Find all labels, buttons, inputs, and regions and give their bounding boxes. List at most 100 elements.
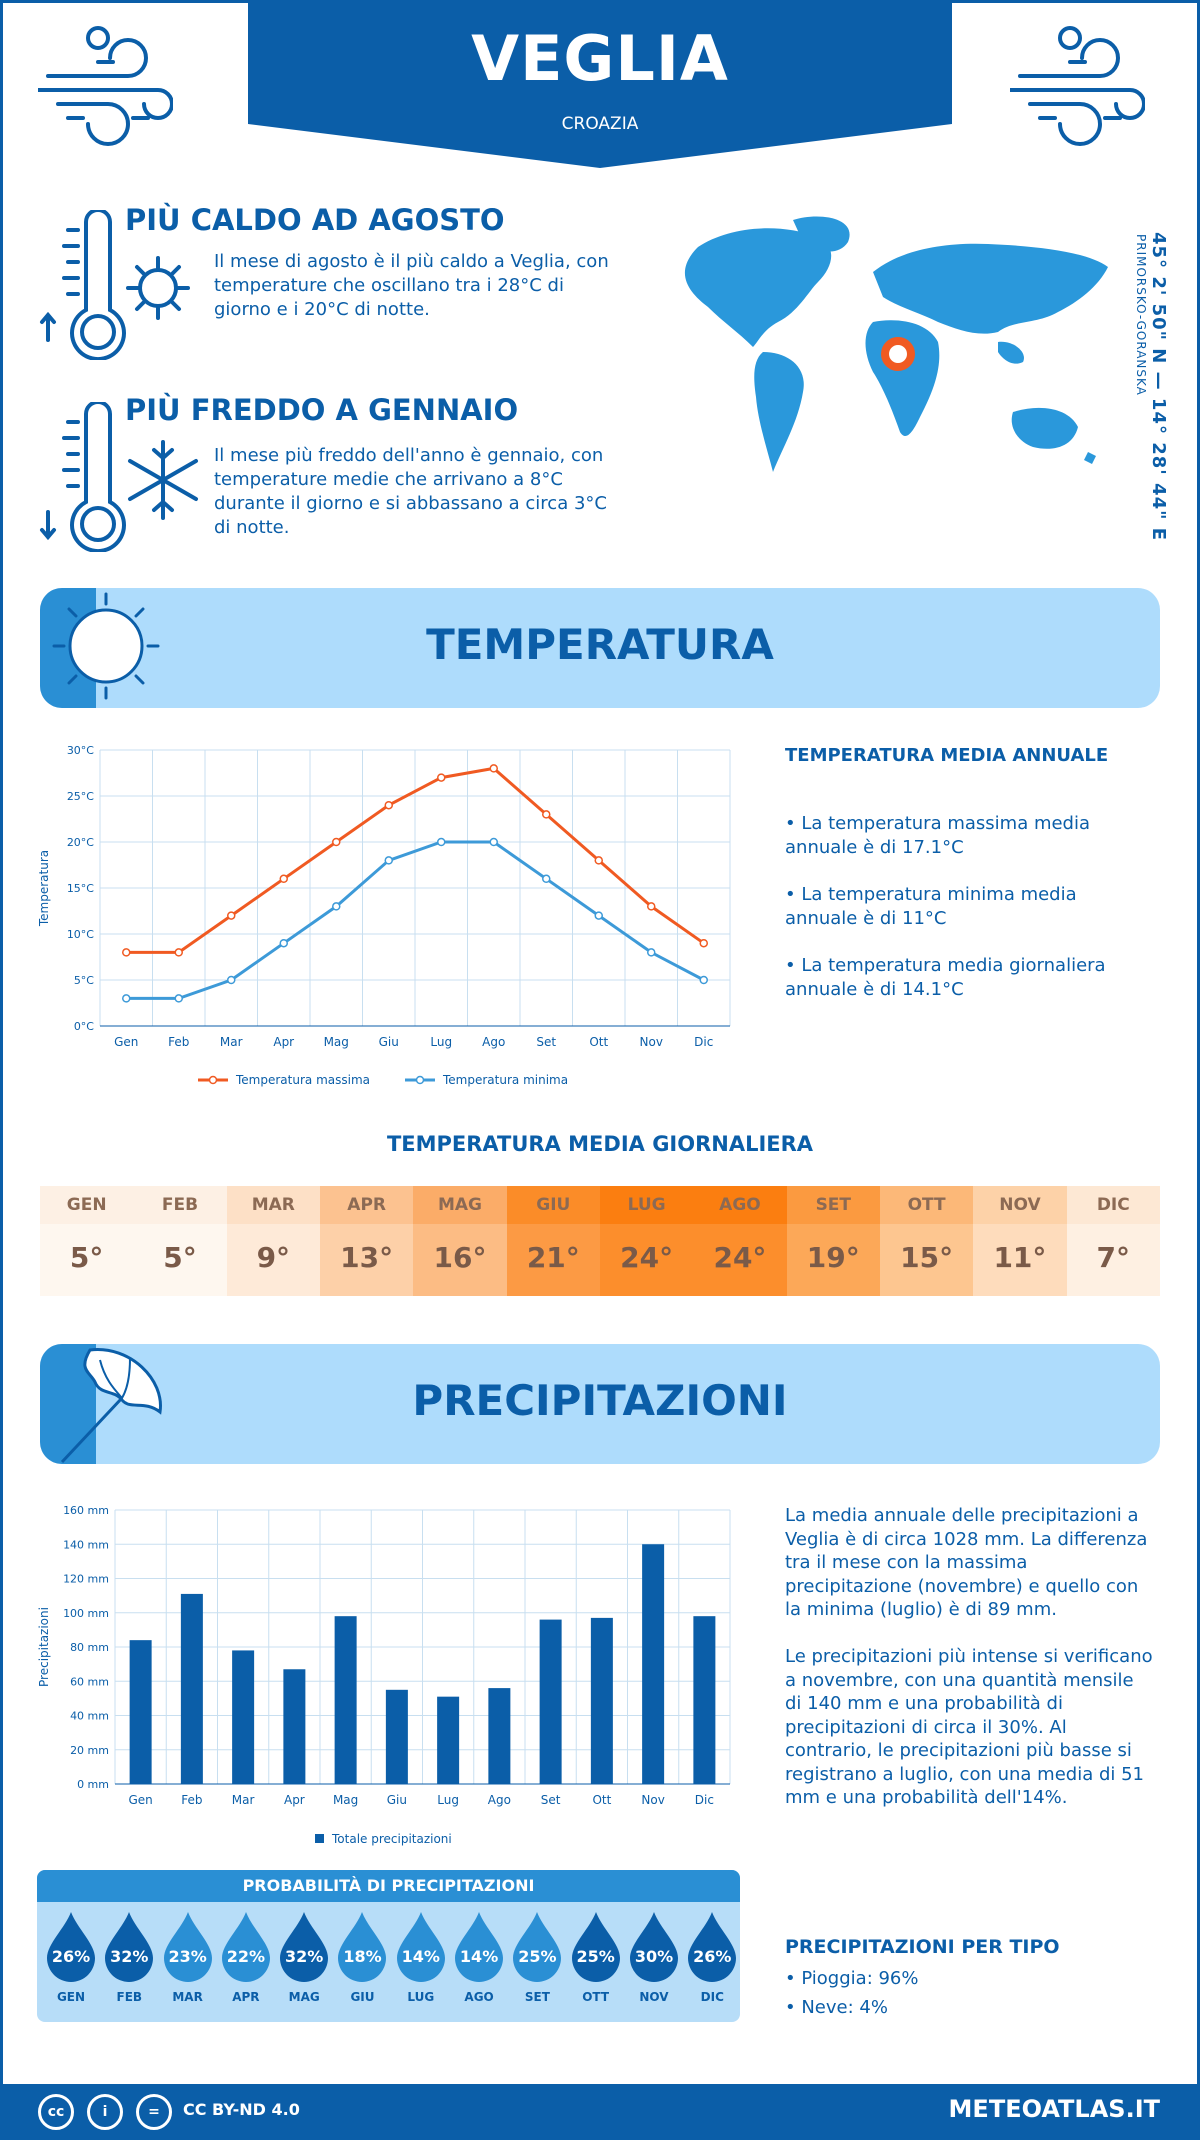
legend-label: Totale precipitazioni xyxy=(331,1832,452,1846)
annual-avg-bullet: • La temperatura media giornaliera annua… xyxy=(785,955,1106,1000)
daily-month-label: GIU xyxy=(506,1186,600,1224)
probability-month: GEN xyxy=(56,1990,86,2004)
probability-month: AGO xyxy=(464,1990,494,2004)
daily-temp-value: 5° xyxy=(133,1224,227,1296)
precip-details: Le precipitazioni più intense si verific… xyxy=(785,1646,1153,1808)
probability-month: FEB xyxy=(116,1990,143,2004)
x-tick-label: Nov xyxy=(641,1793,664,1807)
data-point xyxy=(227,911,236,920)
bar xyxy=(488,1688,511,1784)
y-tick-label: 0 mm xyxy=(77,1778,109,1791)
y-tick-label: 15°C xyxy=(67,882,94,895)
legend-label: Temperatura minima xyxy=(442,1073,568,1087)
probability-drop: 23% MAR xyxy=(158,1910,216,2020)
raindrop-icon xyxy=(629,1912,678,1982)
probability-value: 32% xyxy=(110,1947,149,1966)
probability-drop: 30% NOV xyxy=(624,1910,682,2020)
daily-temp-cell: APR 13° xyxy=(319,1186,414,1296)
probability-month: LUG xyxy=(407,1990,435,2004)
region-name: PRIMORSKO-GORANSKA xyxy=(1134,234,1148,396)
raindrop-icon xyxy=(47,1912,95,1982)
y-tick-label: 40 mm xyxy=(70,1710,109,1723)
annual-max-bullet: • La temperatura massima media annuale è… xyxy=(785,813,1091,858)
country-subtitle: CROAZIA xyxy=(561,114,639,134)
probability-value: 26% xyxy=(693,1947,732,1966)
x-tick-label: Feb xyxy=(168,1035,189,1049)
annual-min-bullet: • La temperatura minima media annuale è … xyxy=(785,884,1077,929)
site-link[interactable]: METEOATLAS.IT xyxy=(948,2095,1160,2123)
probability-month: MAR xyxy=(172,1990,203,2004)
probability-value: 30% xyxy=(634,1947,674,1966)
probability-drop: 32% FEB xyxy=(99,1910,157,2020)
precip-type-rain: • Pioggia: 96% xyxy=(785,1968,919,1989)
attribution-icon[interactable]: i xyxy=(87,2094,123,2130)
bar xyxy=(693,1616,716,1784)
probability-value: 14% xyxy=(401,1947,440,1966)
cc-license-icon[interactable]: cc xyxy=(38,2094,74,2130)
x-tick-label: Dic xyxy=(694,1035,713,1049)
probability-value: 32% xyxy=(285,1947,324,1966)
raindrop-icon xyxy=(338,1912,387,1982)
x-tick-label: Dic xyxy=(695,1793,714,1807)
precip-type-snow: • Neve: 4% xyxy=(785,1997,888,2018)
data-point xyxy=(542,810,551,819)
hottest-text: Il mese di agosto è il più caldo a Vegli… xyxy=(214,251,609,320)
data-point xyxy=(279,874,288,884)
x-tick-label: Ago xyxy=(488,1793,511,1807)
data-point xyxy=(174,948,183,957)
x-tick-label: Apr xyxy=(273,1035,294,1049)
y-axis-label: Temperatura xyxy=(37,850,51,927)
daily-temp-value: 13° xyxy=(319,1224,414,1296)
x-tick-label: Giu xyxy=(387,1793,407,1807)
coldest-text: Il mese più freddo dell'anno è gennaio, … xyxy=(214,445,607,538)
daily-temp-cell: FEB 5° xyxy=(133,1186,227,1296)
daily-month-label: FEB xyxy=(133,1186,227,1224)
daily-temp-value: 24° xyxy=(693,1224,787,1296)
license-label[interactable]: CC BY-ND 4.0 xyxy=(183,2100,300,2119)
y-tick-label: 10°C xyxy=(67,928,94,941)
daily-month-label: MAG xyxy=(413,1186,507,1224)
x-tick-label: Ott xyxy=(589,1035,608,1049)
x-tick-label: Mar xyxy=(220,1035,243,1049)
daily-temp-value: 19° xyxy=(786,1224,880,1296)
probability-value: 14% xyxy=(459,1947,499,1966)
probability-value: 25% xyxy=(518,1947,557,1966)
bar xyxy=(232,1650,255,1784)
daily-temp-cell: OTT 15° xyxy=(879,1186,974,1296)
y-tick-label: 160 mm xyxy=(63,1504,109,1517)
hottest-title: PIÙ CALDO AD AGOSTO xyxy=(125,203,505,237)
x-tick-label: Set xyxy=(536,1035,556,1049)
bar xyxy=(334,1616,357,1784)
annual-temp-heading: TEMPERATURA MEDIA ANNUALE xyxy=(785,745,1109,766)
y-tick-label: 5°C xyxy=(74,974,94,987)
x-tick-label: Giu xyxy=(379,1035,399,1049)
daily-temp-value: 11° xyxy=(973,1224,1067,1296)
daily-temp-cell: NOV 11° xyxy=(973,1186,1067,1296)
no-derivatives-icon[interactable]: = xyxy=(136,2094,172,2130)
series-line xyxy=(126,840,705,1000)
probability-drop: 14% AGO xyxy=(449,1910,507,2020)
legend-marker xyxy=(208,1075,218,1085)
probability-month: GIU xyxy=(350,1990,375,2004)
probability-month: NOV xyxy=(639,1990,669,2004)
probability-month: OTT xyxy=(582,1990,610,2004)
x-tick-label: Mag xyxy=(324,1035,349,1049)
temperature-banner xyxy=(40,588,1160,708)
daily-temp-cell: DIC 7° xyxy=(1066,1186,1160,1296)
probability-drop: 25% SET xyxy=(507,1910,565,2020)
raindrop-icon xyxy=(280,1912,329,1982)
x-tick-label: Apr xyxy=(284,1793,305,1807)
data-point xyxy=(647,902,656,911)
sun-icon xyxy=(52,592,160,700)
data-point xyxy=(542,874,551,884)
bar xyxy=(437,1696,460,1784)
bar xyxy=(283,1669,306,1784)
probability-value: 25% xyxy=(576,1947,615,1966)
bar xyxy=(642,1544,665,1784)
probability-value: 26% xyxy=(51,1947,91,1966)
data-point xyxy=(122,948,131,957)
x-tick-label: Ott xyxy=(592,1793,611,1807)
data-point xyxy=(332,902,341,911)
x-tick-label: Lug xyxy=(430,1035,452,1049)
thermometer-cold-icon xyxy=(40,402,198,552)
